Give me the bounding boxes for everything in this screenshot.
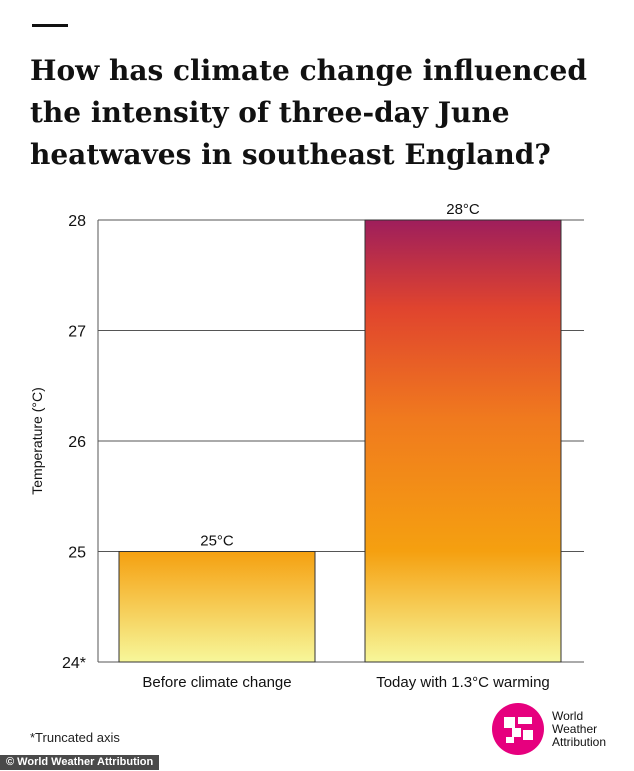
logo-line-2: Weather	[552, 721, 598, 736]
world-weather-attribution-logo: World Weather Attribution	[492, 703, 606, 755]
chart-title-line-1: How has climate change influenced	[30, 54, 587, 87]
logo-wordmark: World Weather Attribution	[552, 708, 607, 749]
category-label-2: Today with 1.3°C warming	[376, 674, 550, 691]
bar-1	[118, 551, 316, 663]
bar-chart: 24* 25 26 27 28 Temperature (°C) 25°C Before cl…	[29, 201, 584, 691]
logo-line-3: Attribution	[552, 734, 607, 749]
y-tick-label-28: 28	[68, 213, 86, 230]
y-tick-label-27: 27	[68, 324, 86, 341]
data-label-1: 25°C	[200, 533, 234, 550]
chart-title: How has climate change influenced the in…	[30, 50, 610, 176]
data-label-2: 28°C	[446, 201, 480, 218]
y-tick-label-26: 26	[68, 434, 86, 451]
truncated-axis-footnote: *Truncated axis	[30, 730, 120, 745]
chart-title-line-3: heatwaves in southeast England?	[30, 138, 551, 171]
y-tick-label-25: 25	[68, 545, 86, 562]
world-weather-attribution-logo-icon	[492, 703, 544, 755]
top-rule	[32, 24, 68, 27]
y-tick-label-24: 24*	[62, 655, 86, 672]
logo-line-1: World	[552, 708, 584, 723]
image-credit: © World Weather Attribution	[0, 755, 160, 770]
category-label-1: Before climate change	[142, 674, 291, 691]
chart-title-line-2: the intensity of three-day June	[30, 96, 510, 129]
bar-2	[364, 219, 562, 663]
y-axis-label: Temperature (°C)	[29, 387, 45, 495]
